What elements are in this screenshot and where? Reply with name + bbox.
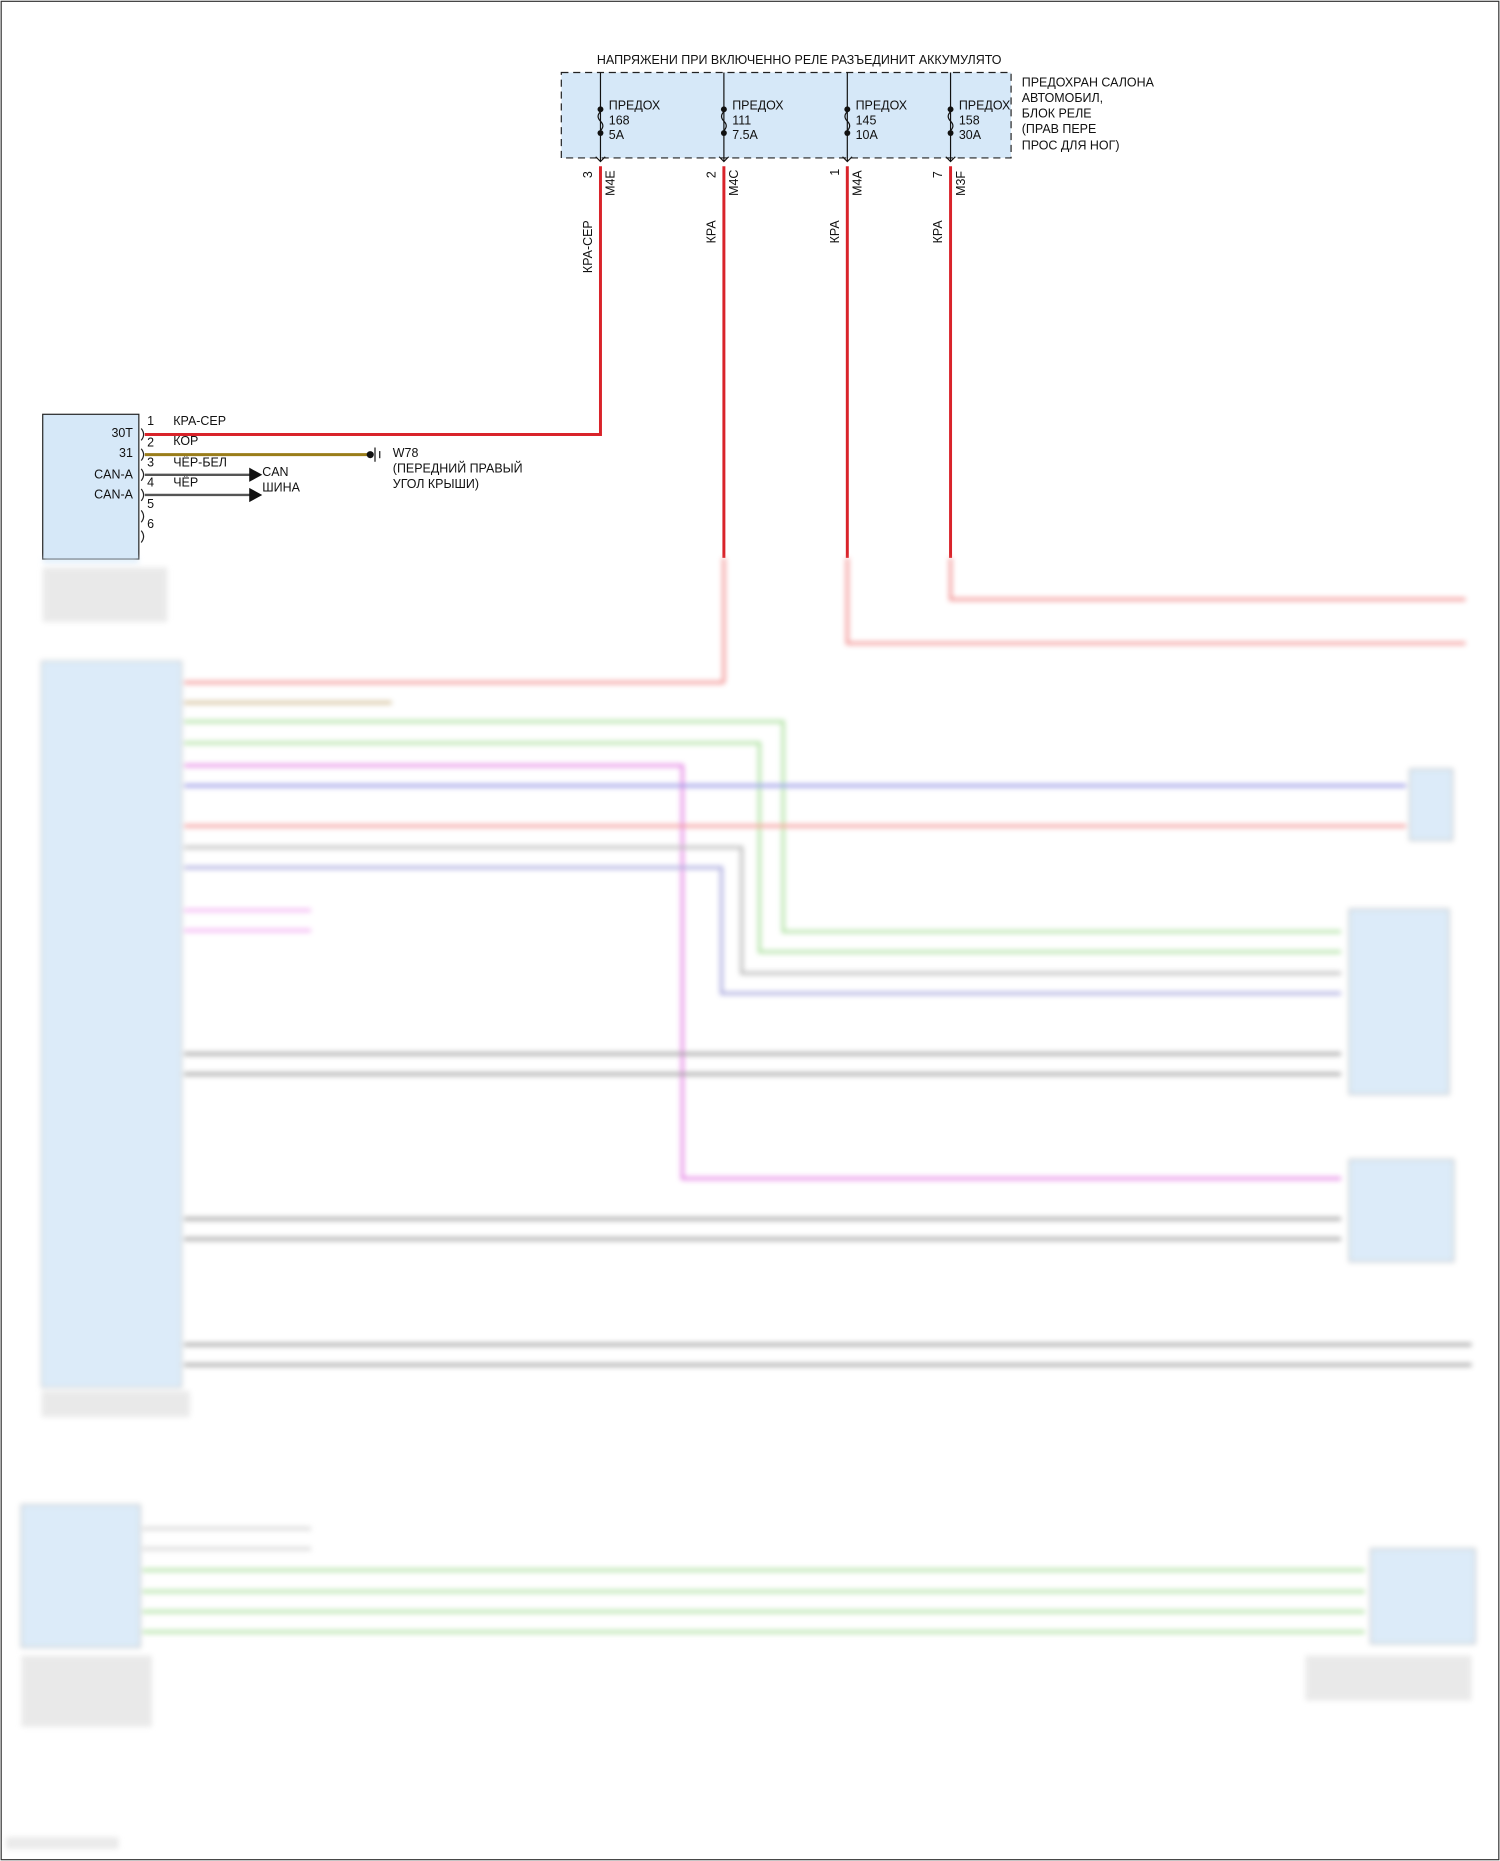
can-wires — [144, 467, 263, 503]
svg-text:БЛОК РЕЛЕ: БЛОК РЕЛЕ — [1022, 107, 1092, 121]
svg-text:КРА-СЕР: КРА-СЕР — [581, 220, 595, 273]
svg-text:ПРЕДОХ: ПРЕДОХ — [856, 98, 908, 112]
svg-text:31: 31 — [119, 446, 133, 460]
svg-text:ПРЕДОХРАН САЛОНА: ПРЕДОХРАН САЛОНА — [1022, 76, 1155, 90]
svg-text:ЧЁР: ЧЁР — [173, 476, 198, 490]
svg-text:ПРЕДОХ: ПРЕДОХ — [732, 98, 784, 112]
svg-text:6: 6 — [147, 517, 154, 531]
svg-text:145: 145 — [856, 114, 877, 128]
svg-text:КРА: КРА — [931, 220, 945, 244]
svg-text:168: 168 — [609, 114, 630, 128]
svg-text:M4E: M4E — [604, 170, 618, 196]
svg-text:ЧЁР-БЕЛ: ЧЁР-БЕЛ — [173, 455, 227, 469]
svg-text:1: 1 — [147, 414, 154, 428]
svg-text:ПРЕДОХ: ПРЕДОХ — [959, 98, 1011, 112]
svg-text:4: 4 — [147, 476, 154, 490]
fuse-168: ПРЕДОХ 168 5A — [595, 72, 661, 163]
control-module — [42, 413, 140, 560]
power-wires — [144, 166, 953, 558]
fuse-111: ПРЕДОХ 111 7.5A — [718, 72, 784, 163]
module-pins: 1 2 3 4 5 6 — [140, 414, 154, 543]
fuse-block-label: ПРЕДОХРАН САЛОНА АВТОМОБИЛ, БЛОК РЕЛЕ (П… — [1022, 76, 1155, 153]
svg-text:111: 111 — [732, 114, 751, 128]
svg-text:5A: 5A — [609, 128, 625, 142]
svg-text:30T: 30T — [111, 426, 133, 440]
module-terminals: 30T 31 CAN-A CAN-A — [94, 426, 133, 502]
ground-id: W78 — [393, 446, 419, 460]
svg-text:КРА: КРА — [828, 220, 842, 244]
diagram-title: НАПРЯЖЕНИ ПРИ ВКЛЮЧЕННО РЕЛЕ РАЗЪЕДИНИТ … — [597, 53, 1002, 67]
svg-text:2: 2 — [147, 435, 154, 449]
svg-text:M3F: M3F — [954, 171, 968, 196]
can-bus-label-2: ШИНА — [262, 480, 300, 494]
fuse-158: ПРЕДОХ 158 30A — [945, 72, 1011, 163]
svg-text:2: 2 — [705, 171, 719, 178]
svg-text:(ПРАВ ПЕРЕ: (ПРАВ ПЕРЕ — [1022, 122, 1097, 136]
fuse-145: ПРЕДОХ 145 10A — [842, 72, 908, 163]
ground-location-2: УГОЛ КРЫШИ) — [393, 477, 479, 491]
svg-text:7: 7 — [931, 171, 945, 178]
connector-labels: 3 M4E 2 M4C 1 M4A 7 M3F КРА-СЕР КРА КРА … — [581, 169, 968, 273]
svg-text:3: 3 — [147, 455, 154, 469]
svg-text:КРА-СЕР: КРА-СЕР — [173, 414, 226, 428]
svg-text:CAN-A: CAN-A — [94, 488, 133, 502]
svg-text:M4A: M4A — [851, 170, 865, 196]
ground-location-1: (ПЕРЕДНИЙ ПРАВЫЙ — [393, 460, 523, 475]
svg-text:ПРЕДОХ: ПРЕДОХ — [609, 98, 661, 112]
svg-text:5: 5 — [147, 497, 154, 511]
can-bus-label-1: CAN — [262, 465, 288, 479]
svg-text:M4C: M4C — [727, 170, 741, 196]
obscured-region — [5, 557, 1476, 1850]
svg-text:158: 158 — [959, 114, 980, 128]
fuse-block — [560, 71, 1012, 159]
module-wire-labels: КРА-СЕР КОР ЧЁР-БЕЛ ЧЁР — [173, 414, 227, 490]
svg-text:КРА: КРА — [705, 220, 719, 244]
svg-text:КОР: КОР — [173, 434, 198, 448]
svg-text:АВТОМОБИЛ,: АВТОМОБИЛ, — [1022, 91, 1103, 105]
svg-text:30A: 30A — [959, 128, 982, 142]
svg-text:10A: 10A — [856, 128, 879, 142]
svg-text:7.5A: 7.5A — [732, 128, 758, 142]
svg-text:ПРОС ДЛЯ НОГ): ПРОС ДЛЯ НОГ) — [1022, 139, 1120, 153]
svg-text:1: 1 — [828, 169, 842, 176]
svg-text:CAN-A: CAN-A — [94, 467, 133, 481]
svg-text:3: 3 — [581, 171, 595, 178]
ground-icon — [366, 447, 381, 462]
